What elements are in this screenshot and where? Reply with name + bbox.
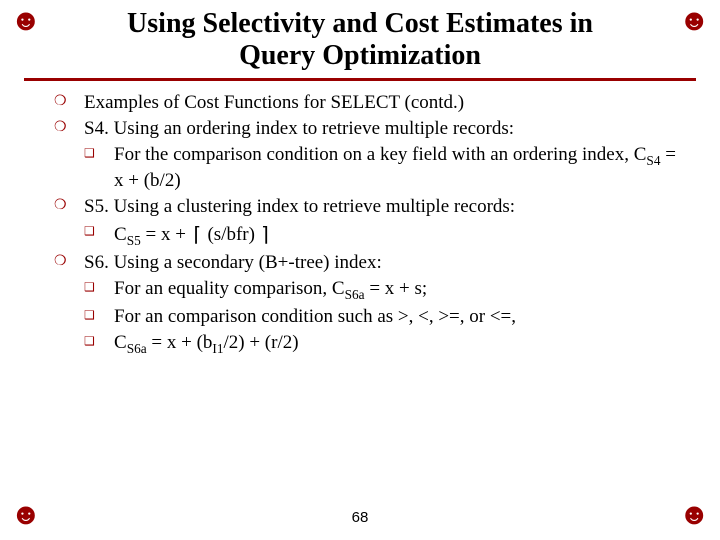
bullet-text: Examples of Cost Functions for SELECT (c… [84, 92, 464, 113]
bullet-text: S4. Using an ordering index to retrieve … [84, 118, 514, 139]
bullet-text: For an equality comparison, C [114, 278, 345, 299]
bullet-text: C [114, 332, 127, 353]
bullet-lvl1: S4. Using an ordering index to retrieve … [54, 117, 690, 141]
bullet-text: For an comparison condition such as >, <… [114, 306, 516, 327]
bullet-lvl2: For the comparison condition on a key fi… [84, 143, 690, 193]
subscript: S4 [646, 153, 660, 168]
bullet-text: = x + s; [365, 278, 428, 299]
bullet-lvl2: CS5 = x + ⌈ (s/bfr) ⌉ [84, 221, 690, 249]
bullet-text: S6. Using a secondary (B+-tree) index: [84, 252, 382, 273]
bullet-lvl2: CS6a = x + (bI1/2) + (r/2) [84, 331, 690, 357]
subscript: S6a [127, 341, 147, 356]
bullet-lvl2: For an comparison condition such as >, <… [84, 305, 690, 329]
subscript: S5 [127, 233, 141, 248]
bullet-text: = x + (b [147, 332, 213, 353]
bullet-lvl1: Examples of Cost Functions for SELECT (c… [54, 91, 690, 115]
bullet-lvl1: S6. Using a secondary (B+-tree) index: [54, 251, 690, 275]
ceil-left: ⌈ [191, 222, 203, 246]
bullet-text: S5. Using a clustering index to retrieve… [84, 196, 515, 217]
bullet-text: For the comparison condition on a key fi… [114, 144, 646, 165]
title-rule [24, 78, 696, 81]
title-line-1: Using Selectivity and Cost Estimates in [127, 8, 593, 39]
subscript: I1 [212, 341, 223, 356]
corner-icon: ☻ [678, 6, 710, 36]
subscript: S6a [345, 287, 365, 302]
bullet-text: = x + [141, 224, 191, 245]
bullet-lvl1: S5. Using a clustering index to retrieve… [54, 195, 690, 219]
ceil-right: ⌉ [260, 222, 272, 246]
page-number: 68 [0, 509, 720, 526]
slide: ☻ ☻ ☻ ☻ Using Selectivity and Cost Estim… [0, 0, 720, 540]
slide-title: Using Selectivity and Cost Estimates in … [70, 8, 650, 72]
bullet-text: C [114, 224, 127, 245]
title-line-2: Query Optimization [239, 40, 481, 71]
bullet-text: (s/bfr) [203, 224, 260, 245]
content-body: Examples of Cost Functions for SELECT (c… [54, 91, 690, 357]
bullet-lvl2: For an equality comparison, CS6a = x + s… [84, 277, 690, 303]
bullet-text: /2) + (r/2) [223, 332, 298, 353]
corner-icon: ☻ [10, 6, 42, 36]
